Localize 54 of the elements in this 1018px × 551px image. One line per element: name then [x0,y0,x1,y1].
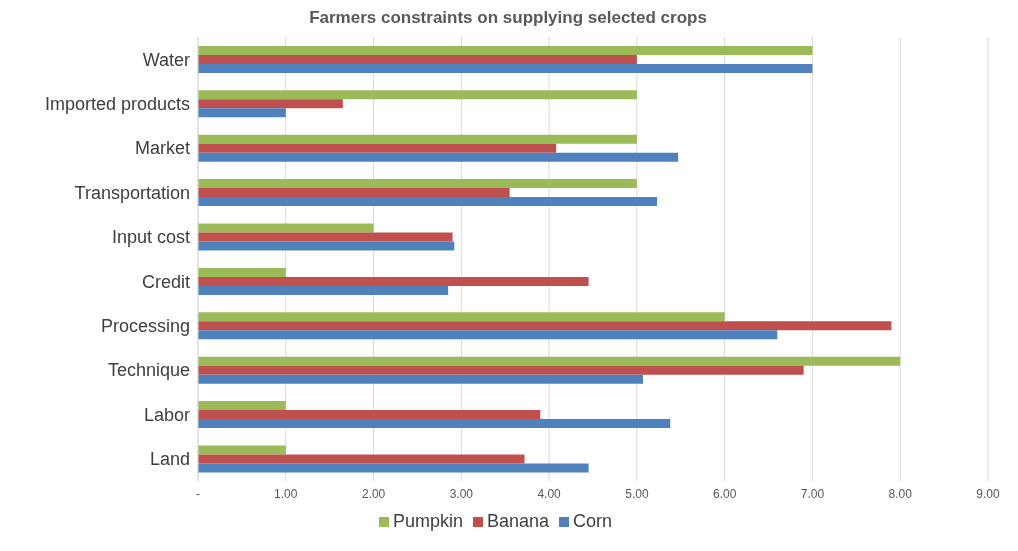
bar [198,285,449,295]
bar [198,267,286,277]
bar [198,419,671,429]
x-tick-label: 7.00 [800,486,825,501]
bar [198,401,286,411]
bar [198,63,813,73]
x-tick-label: 9.00 [976,486,1000,501]
bar [198,108,286,118]
x-tick-label: 5.00 [625,486,649,501]
bar [198,312,725,322]
x-tick-label: 3.00 [449,486,474,501]
y-tick-label: Processing [100,315,190,336]
bar [198,45,813,55]
bar [198,188,510,198]
bar [198,454,525,464]
bar [198,54,637,64]
bar [198,152,679,162]
bar [198,99,343,109]
bar [198,321,892,331]
x-tick-label: 8.00 [888,486,913,501]
bar [198,330,778,340]
y-tick-label: Transportation [74,182,190,203]
bar [198,143,557,153]
x-tick-label: 4.00 [537,486,562,501]
legend-label: Corn [573,511,613,531]
bar [198,463,589,473]
y-tick-label: Water [142,49,190,70]
bar [198,356,901,366]
x-tick-label: 6.00 [712,486,737,501]
y-tick-label: Land [149,449,190,470]
bar [198,232,453,242]
bar [198,410,541,420]
bar [198,276,589,286]
x-tick-label: 1.00 [274,486,298,501]
chart-title: Farmers constraints on supplying selected crops [308,8,708,28]
y-tick-label: Credit [141,271,190,292]
x-tick-label: - [196,486,200,501]
legend-label: Pumpkin [392,511,463,531]
bar [198,197,658,207]
bar [198,374,644,384]
x-tick-label: 2.00 [361,486,386,501]
bar [198,365,804,375]
y-tick-label: Technique [107,360,190,381]
bar [198,134,637,144]
y-tick-label: Imported products [44,93,190,114]
bar [198,241,455,251]
y-tick-label: Market [134,138,190,159]
bar [198,223,374,233]
bar [198,90,637,100]
bar [198,179,637,189]
y-tick-label: Labor [143,404,190,425]
y-tick-label: Input cost [111,227,190,248]
legend-label: Banana [486,511,550,531]
bar [198,445,286,455]
